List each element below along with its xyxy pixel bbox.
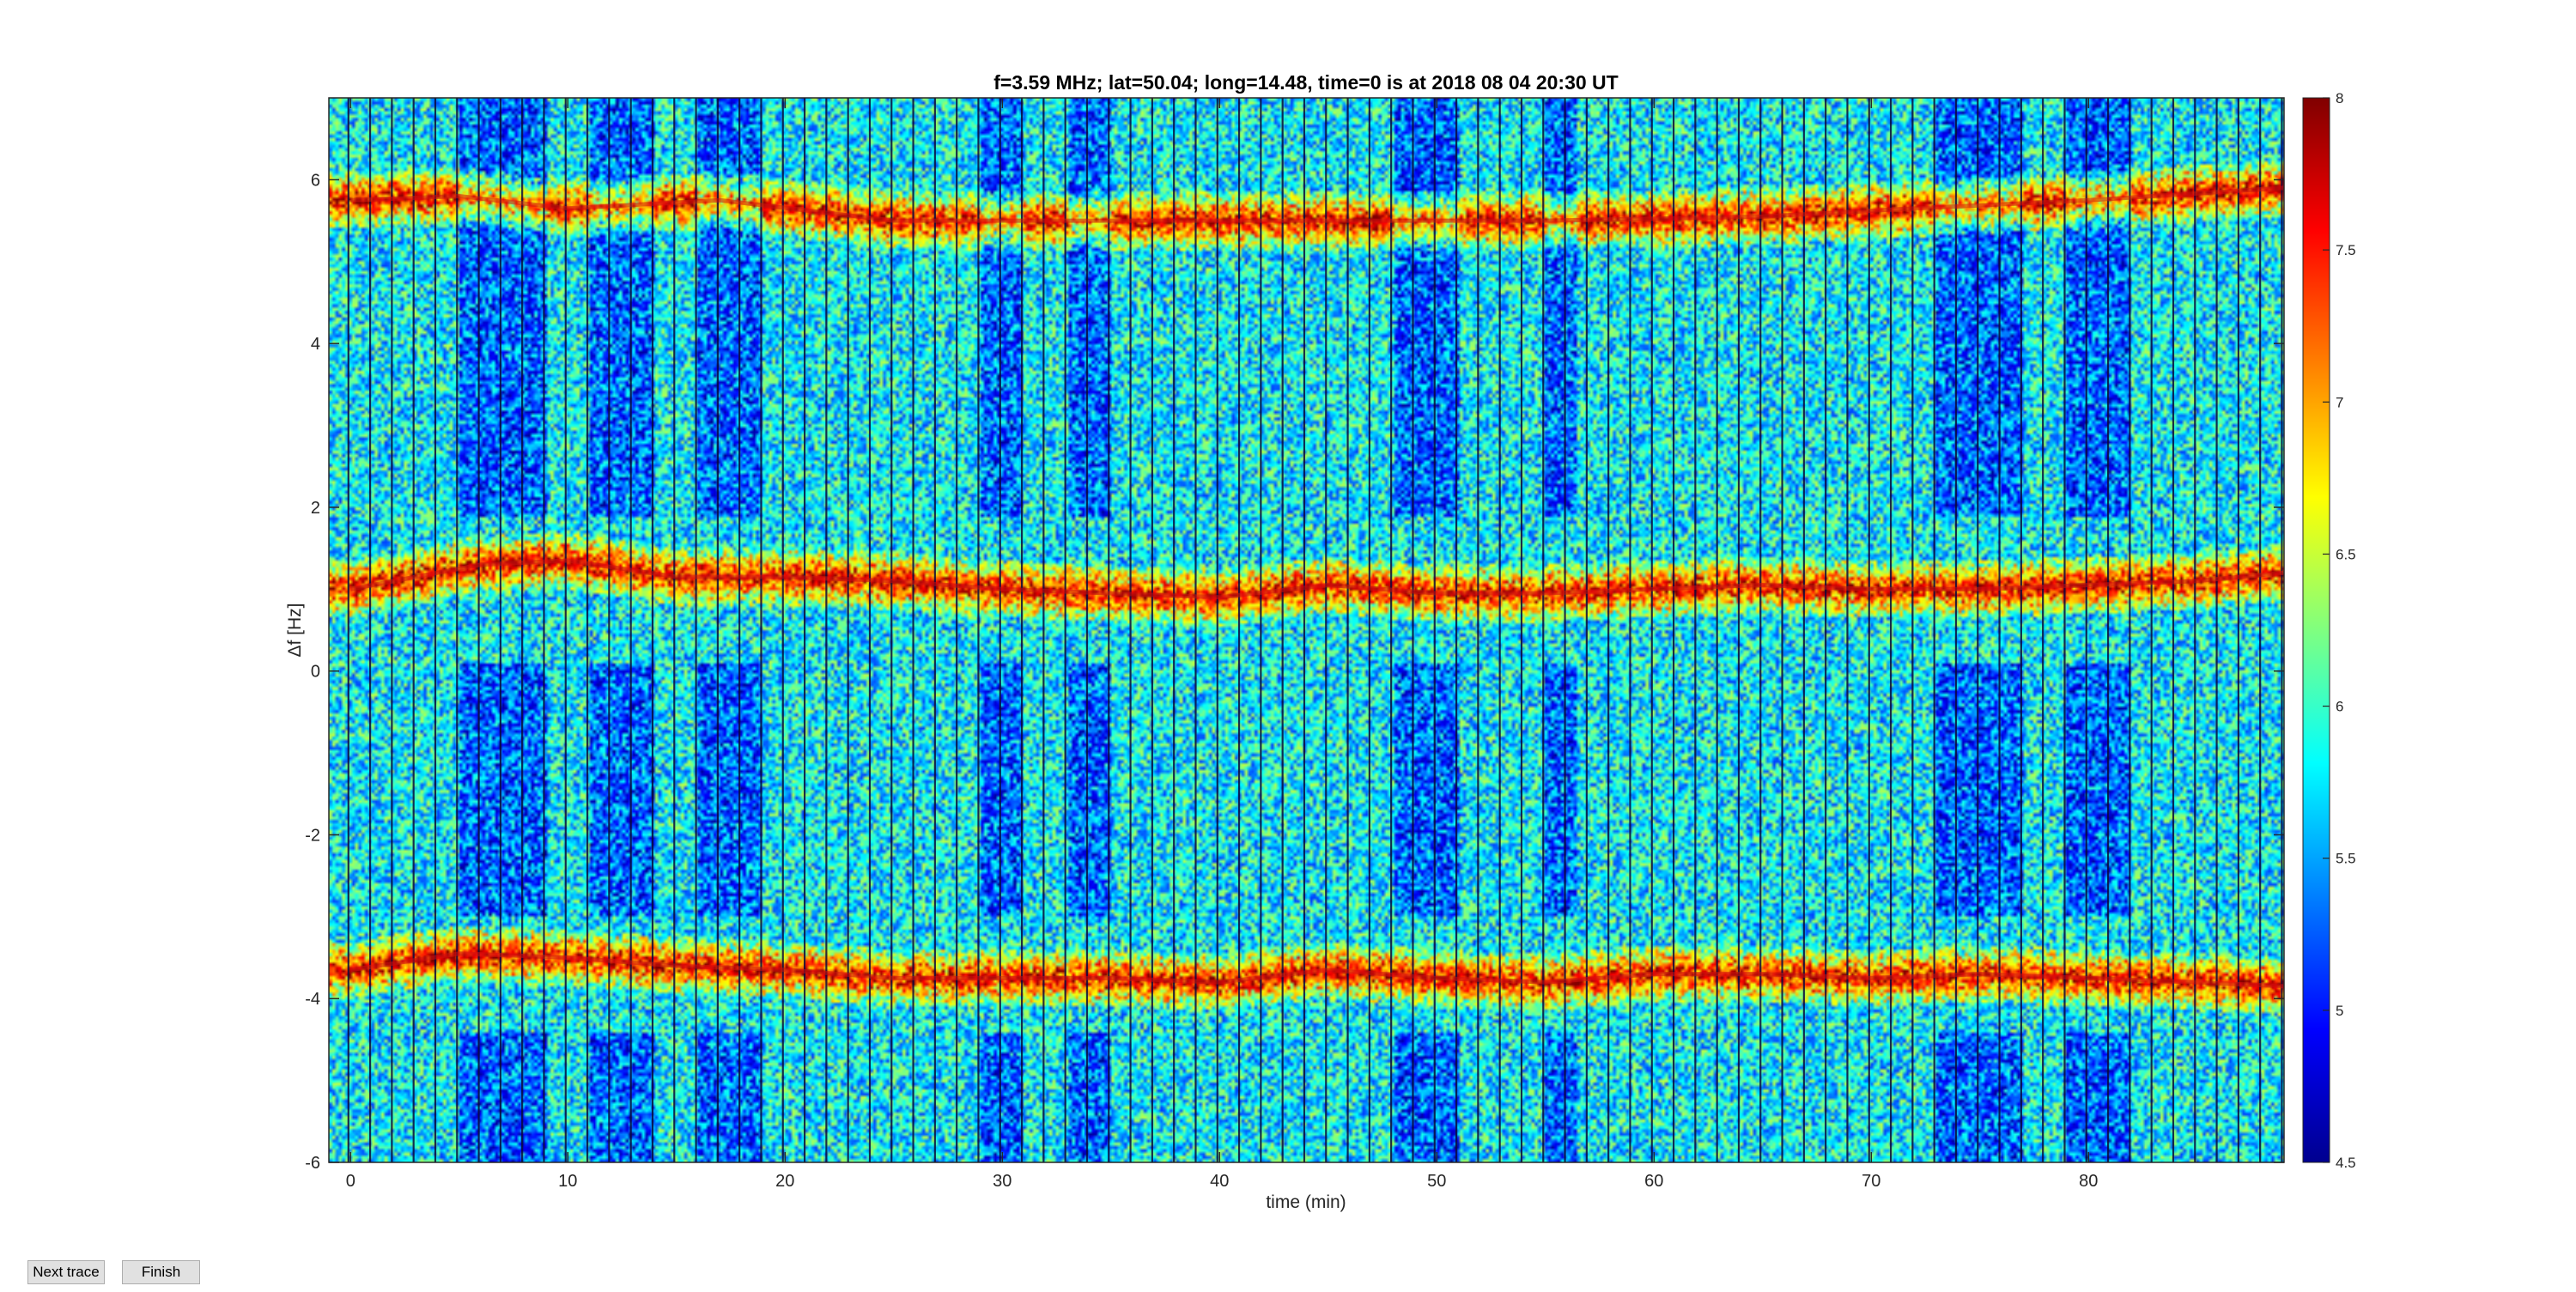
colorbar-tick-label: 6 xyxy=(2336,699,2343,715)
x-tick-label: 10 xyxy=(558,1172,577,1191)
chart-title: f=3.59 MHz; lat=50.04; long=14.48, time=… xyxy=(993,71,1618,94)
y-tick-label: 2 xyxy=(311,499,320,518)
y-tick-label: 4 xyxy=(311,335,320,354)
x-tick-label: 50 xyxy=(1427,1172,1446,1191)
colorbar-tick-label: 5.5 xyxy=(2336,851,2356,867)
spectrogram-heatmap xyxy=(329,98,2284,1162)
heatmap-image xyxy=(329,98,2284,1162)
x-tick-label: 60 xyxy=(1644,1172,1663,1191)
y-tick-label: 0 xyxy=(311,663,320,682)
colorbar-tick-label: 5 xyxy=(2336,1003,2343,1019)
colorbar-tick-label: 7.5 xyxy=(2336,242,2356,258)
echo-trace-1 xyxy=(350,185,2284,223)
y-tick-label: -6 xyxy=(305,1154,320,1173)
colorbar-tick-label: 6.5 xyxy=(2336,546,2356,562)
colorbar-ticks: 4.5 5 5.5 6 6.5 7 7.5 8 xyxy=(2323,90,2356,1171)
plot-frame xyxy=(328,97,2285,1163)
x-tick-label: 0 xyxy=(346,1172,355,1191)
x-axis-ticks: 0 10 20 30 40 50 60 70 80 xyxy=(346,98,2098,1191)
y-axis-label: Δf [Hz] xyxy=(285,603,305,657)
colorbar-tick-label: 8 xyxy=(2336,90,2343,106)
x-tick-label: 20 xyxy=(775,1172,794,1191)
y-tick-label: -2 xyxy=(305,826,320,845)
echo-trace-2 xyxy=(349,558,2284,600)
x-axis-label: time (min) xyxy=(1266,1192,1346,1212)
colorbar xyxy=(2302,97,2330,1163)
y-tick-label: -4 xyxy=(305,990,320,1009)
y-axis-ticks: -6 -4 -2 0 2 4 6 xyxy=(305,171,2284,1173)
x-tick-label: 80 xyxy=(2079,1172,2098,1191)
y-tick-label: 6 xyxy=(311,171,320,190)
echo-trace-3 xyxy=(349,951,2284,989)
colorbar-tick-label: 4.5 xyxy=(2336,1155,2356,1171)
x-tick-label: 40 xyxy=(1210,1172,1229,1191)
finish-button[interactable]: Finish xyxy=(122,1260,200,1284)
x-tick-label: 70 xyxy=(1862,1172,1880,1191)
echo-traces xyxy=(349,185,2284,989)
colorbar-tick-label: 7 xyxy=(2336,394,2343,410)
next-trace-button[interactable]: Next trace xyxy=(27,1260,105,1284)
x-tick-label: 30 xyxy=(993,1172,1012,1191)
